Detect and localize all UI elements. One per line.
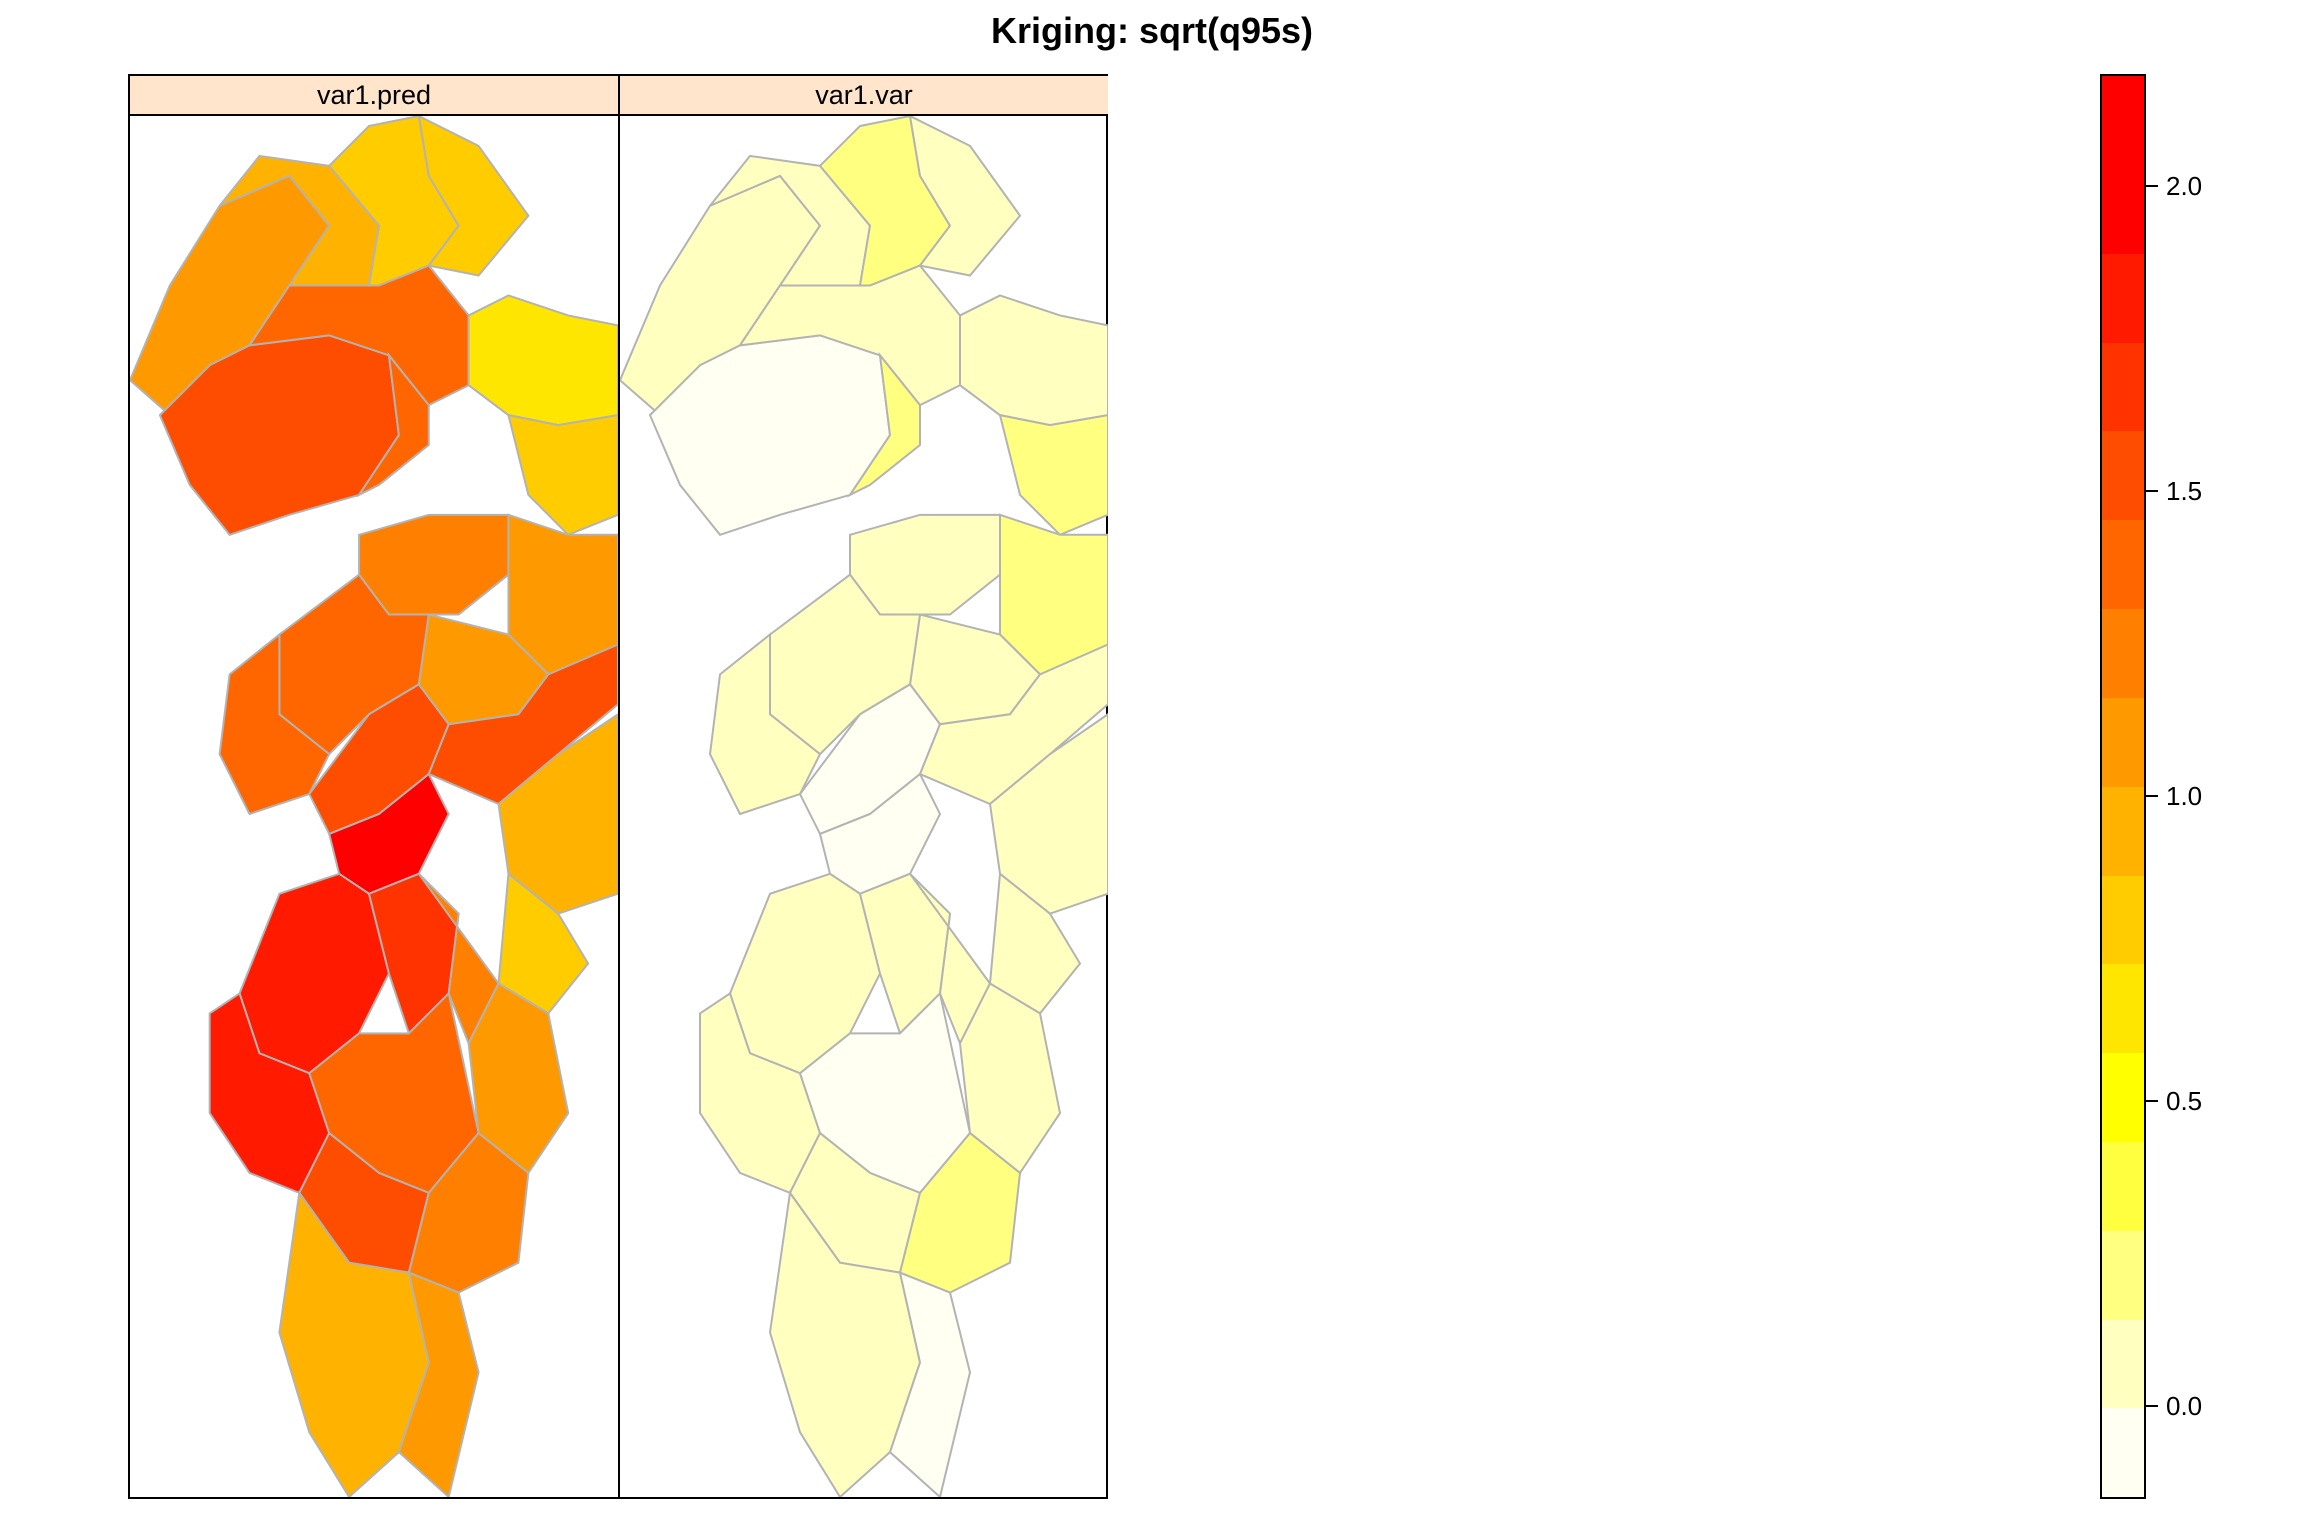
region [988, 871, 1082, 1015]
color-key-band [2102, 1141, 2144, 1231]
region [356, 351, 430, 498]
region [998, 413, 1108, 536]
color-key [2100, 74, 2146, 1499]
region [247, 264, 470, 407]
color-key-band [2102, 164, 2144, 254]
region [218, 632, 331, 816]
color-key-band [2102, 431, 2144, 521]
color-key-band [2102, 342, 2144, 432]
color-key-band [2102, 253, 2144, 343]
color-key-band [2102, 608, 2144, 698]
region [418, 873, 500, 1046]
color-key-band [2102, 76, 2144, 165]
color-key-tick [2146, 184, 2158, 187]
map-area [620, 116, 1108, 1497]
region [467, 294, 618, 427]
choropleth-map-pred [130, 116, 618, 1497]
region [888, 1271, 972, 1497]
color-key-band [2102, 786, 2144, 876]
region [358, 513, 510, 616]
color-key-band [2102, 964, 2144, 1054]
color-key-band [2102, 875, 2144, 965]
region [909, 873, 992, 1046]
color-key-tick [2146, 794, 2158, 797]
panel-var1-var: var1.var [620, 76, 1108, 1497]
color-key-tick-label: 1.5 [2166, 475, 2203, 506]
color-key-band [2102, 1230, 2144, 1320]
color-key-band [2102, 520, 2144, 610]
region [708, 632, 822, 816]
region [908, 116, 1022, 277]
color-key-band [2102, 697, 2144, 787]
choropleth-map-var [620, 116, 1108, 1497]
color-key-band [2102, 1052, 2144, 1142]
color-key-band [2102, 1408, 2144, 1498]
color-key-tick-label: 0.0 [2166, 1390, 2203, 1421]
color-key-tick-label: 2.0 [2166, 170, 2203, 201]
region [507, 413, 618, 536]
region [959, 294, 1108, 427]
panel-frame: var1.pred [128, 74, 1108, 1499]
region [737, 264, 961, 407]
region [417, 116, 530, 277]
region [847, 351, 921, 498]
color-key-tick [2146, 1404, 2158, 1407]
panel-strip-label: var1.pred [130, 76, 618, 116]
color-key-tick [2146, 1099, 2158, 1102]
map-area [130, 116, 618, 1497]
panel-var1-pred: var1.pred [130, 76, 620, 1497]
region [427, 643, 618, 806]
color-key-tick-label: 1.0 [2166, 780, 2203, 811]
color-key-tick-label: 0.5 [2166, 1085, 2203, 1116]
region [849, 513, 1001, 616]
plot-title: Kriging: sqrt(q95s) [990, 10, 1313, 51]
color-key-band [2102, 1319, 2144, 1409]
region [497, 871, 590, 1015]
region [397, 1271, 480, 1497]
region [918, 643, 1108, 806]
panel-strip-label: var1.var [620, 76, 1108, 116]
color-key-tick [2146, 489, 2158, 492]
